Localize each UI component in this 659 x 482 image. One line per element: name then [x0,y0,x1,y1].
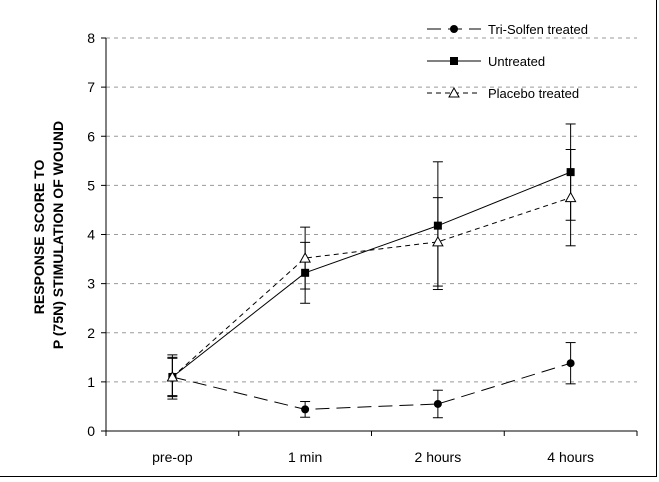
legend-label-tri-solfen-treated: Tri-Solfen treated [488,22,588,37]
legend-marker-untreated [450,57,458,65]
series-plot [166,123,577,419]
data-point-tri-solfen-treated-2 [433,399,442,408]
series-placebo-treated [166,149,577,398]
series-untreated [167,123,576,400]
legend-label-placebo-treated: Placebo treated [488,86,579,101]
y-axis-label-line-2: P (75N) STIMULATION OF WOUND [50,121,66,349]
y-tick-label-7: 7 [87,79,95,95]
data-point-tri-solfen-treated-3 [566,359,575,368]
series-line-untreated [172,171,571,378]
y-tick-label-8: 8 [87,30,95,46]
axes [101,37,638,436]
y-axis-label-line-1: RESPONSE SCORE TO [31,160,47,315]
legend-marker-placebo-treated [448,86,460,98]
x-tick-labels: pre-op 1 min 2 hours 4 hours [152,449,594,465]
legend-marker-tri-solfen-treated [450,25,458,33]
x-tick-label-1-min: 1 min [288,449,322,465]
data-point-placebo-treated-0 [166,370,179,382]
data-point-placebo-treated-3 [564,191,577,203]
legend: Tri-Solfen treated Untreated Placebo treat… [427,22,588,101]
y-tick-label-4: 4 [87,227,95,243]
data-point-placebo-treated-1 [299,252,311,263]
y-tick-label-2: 2 [87,325,95,341]
y-axis-label: RESPONSE SCORE TO P (75N) STIMULATION OF… [31,121,66,349]
series-tri-solfen-treated [167,342,576,419]
y-tick-label-6: 6 [87,128,95,144]
series-line-placebo-treated [172,197,571,378]
y-tick-label-5: 5 [87,177,95,193]
x-tick-label-2-hours: 2 hours [415,449,462,465]
y-tick-labels: 0 1 2 3 4 5 6 7 8 [87,30,95,439]
data-point-tri-solfen-treated-1 [301,405,310,414]
y-tick-label-3: 3 [87,276,95,292]
data-point-placebo-treated-2 [432,235,444,247]
legend-label-untreated: Untreated [488,54,545,69]
y-tick-label-0: 0 [87,423,95,439]
series-line-tri-solfen-treated [172,362,571,410]
x-tick-label-pre-op: pre-op [152,449,193,465]
gridlines [106,37,637,383]
y-tick-label-1: 1 [87,374,95,390]
x-tick-label-4-hours: 4 hours [547,449,594,465]
